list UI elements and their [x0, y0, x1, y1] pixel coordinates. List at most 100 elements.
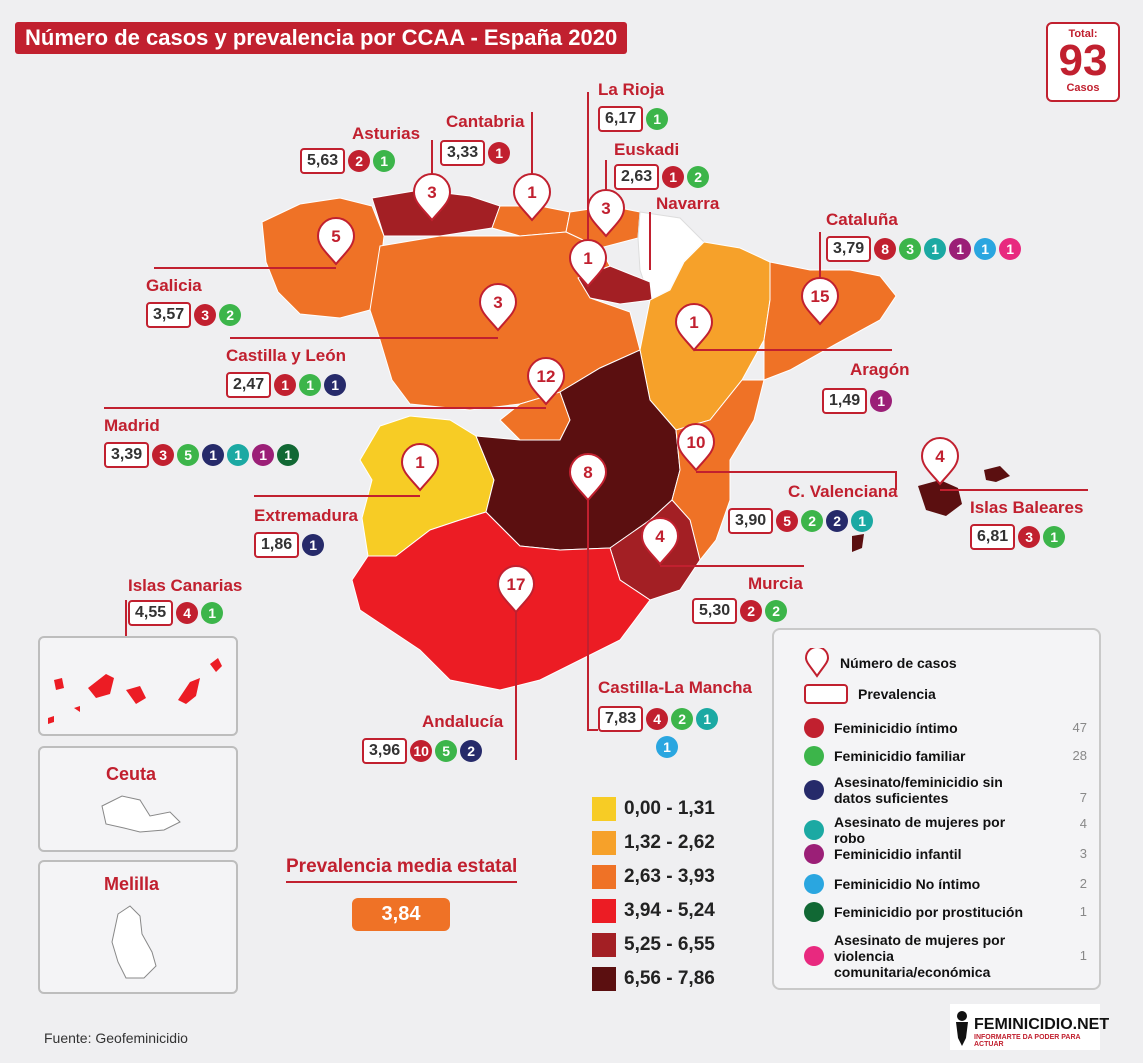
category-count-dot: 3 — [194, 304, 217, 326]
scale-row: 0,00 - 1,31 — [592, 792, 715, 826]
region-label-madrid: Madrid — [104, 416, 160, 435]
case-pin-islas-baleares[interactable]: 4 — [920, 437, 960, 486]
pin-case-count: 5 — [331, 227, 340, 246]
category-count-dot: 3 — [1018, 526, 1041, 548]
prevalence-box: 1,86 — [254, 532, 300, 558]
category-dot-icon — [804, 746, 824, 766]
prevalence-box: 3,79 — [826, 236, 872, 262]
feminicidio-logo: FEMINICIDIO.NET INFORMARTE DA PODER PARA… — [950, 1004, 1109, 1050]
case-pin-arag-n[interactable]: 1 — [674, 303, 714, 352]
prevalence-box: 3,90 — [728, 508, 774, 534]
case-pin-galicia[interactable]: 5 — [316, 217, 356, 266]
legend-category-label: Feminicidio por prostitución — [834, 904, 1023, 920]
category-dot-icon — [804, 780, 824, 800]
category-count-dot: 1 — [870, 390, 893, 412]
legend-category-count: 1 — [1079, 948, 1087, 963]
region-label-galicia: Galicia — [146, 276, 202, 295]
region-andalucia[interactable] — [351, 511, 651, 691]
category-count-dot: 4 — [176, 602, 199, 624]
category-count-dot: 1 — [696, 708, 719, 730]
case-pin-castilla-la-mancha[interactable]: 8 — [568, 453, 608, 502]
legend-prevalence: Prevalencia — [804, 684, 936, 704]
category-count-dot: 1 — [1043, 526, 1066, 548]
case-pin-la-rioja[interactable]: 1 — [568, 239, 608, 288]
category-count-dot: 1 — [299, 374, 322, 396]
legend-category: Feminicidio íntimo — [804, 718, 958, 738]
category-dot-icon — [804, 820, 824, 840]
category-count-dot: 1 — [949, 238, 972, 260]
region-stats-cantabria: 3,33 1 — [440, 140, 511, 166]
category-count-dot: 1 — [252, 444, 275, 466]
case-pin-madrid[interactable]: 12 — [526, 357, 566, 406]
case-pin-asturias[interactable]: 3 — [412, 173, 452, 222]
category-count-dot: 1 — [274, 374, 297, 396]
region-galicia[interactable] — [261, 197, 385, 319]
scale-range: 1,32 - 2,62 — [624, 832, 715, 853]
category-count-dot: 1 — [201, 602, 224, 624]
melilla-shape — [111, 905, 157, 979]
region-label-murcia: Murcia — [748, 574, 803, 593]
region-label-castilla-y-le-n: Castilla y León — [226, 346, 346, 365]
pin-icon — [496, 565, 536, 614]
prevalence-box-icon — [804, 684, 848, 704]
pin-icon — [676, 423, 716, 472]
case-pin-extremadura[interactable]: 1 — [400, 443, 440, 492]
case-pin-catalu-a[interactable]: 15 — [800, 277, 840, 326]
legend-category-count: 28 — [1072, 748, 1087, 763]
category-count-dot: 1 — [202, 444, 225, 466]
legend-category-label: Feminicidio No íntimo — [834, 876, 981, 892]
scale-range: 3,94 - 5,24 — [624, 900, 715, 921]
pin-icon — [640, 517, 680, 566]
scale-swatch — [592, 865, 616, 889]
prevalence-box: 7,83 — [598, 706, 644, 732]
legend-prevalence-label: Prevalencia — [858, 686, 936, 702]
legend-category: Asesinato/feminicidio sin datos suficien… — [804, 774, 1034, 806]
pin-case-count: 1 — [527, 183, 536, 202]
region-label-navarra: Navarra — [656, 194, 720, 213]
case-pin-euskadi[interactable]: 3 — [586, 189, 626, 238]
region-stats-murcia: 5,30 2 2 — [692, 598, 788, 624]
legend-category: Feminicidio familiar — [804, 746, 965, 766]
legend-category-count: 1 — [1079, 904, 1087, 919]
case-pin-cantabria[interactable]: 1 — [512, 173, 552, 222]
region-stats-madrid: 3,39 3 5 1 1 1 1 — [104, 442, 300, 468]
pin-icon — [512, 173, 552, 222]
total-cases-box: Total: 93 Casos — [1046, 22, 1120, 102]
category-count-dot: 2 — [219, 304, 242, 326]
region-label-euskadi: Euskadi — [614, 140, 680, 159]
pin-case-count: 1 — [689, 313, 698, 332]
prevalence-box: 1,49 — [822, 388, 868, 414]
prevalence-box: 3,39 — [104, 442, 150, 468]
region-label-islas-canarias: Islas Canarias — [128, 576, 243, 595]
legend-category-count: 4 — [1079, 816, 1087, 831]
pin-icon — [400, 443, 440, 492]
pin-case-count: 8 — [583, 463, 592, 482]
region-islas-baleares[interactable] — [852, 466, 1010, 552]
legend-category-label: Asesinato/feminicidio sin datos suficien… — [834, 774, 1003, 806]
category-count-dot: 1 — [324, 374, 347, 396]
case-pin-c-valenciana[interactable]: 10 — [676, 423, 716, 472]
case-pin-andaluc-a[interactable]: 17 — [496, 565, 536, 614]
legend-category: Feminicidio No íntimo — [804, 874, 980, 894]
category-count-dot: 2 — [765, 600, 788, 622]
region-stats-euskadi: 2,63 1 2 — [614, 164, 710, 190]
category-dot-icon — [804, 902, 824, 922]
region-stats-extremadura: 1,86 1 — [254, 532, 325, 558]
total-unit: Casos — [1066, 82, 1100, 94]
scale-row: 3,94 - 5,24 — [592, 894, 715, 928]
page-title: Número de casos y prevalencia por CCAA -… — [15, 22, 628, 54]
region-label-extremadura: Extremadura — [254, 506, 358, 525]
case-pin-murcia[interactable]: 4 — [640, 517, 680, 566]
scale-row: 1,32 - 2,62 — [592, 826, 715, 860]
category-count-dot: 2 — [460, 740, 483, 762]
category-count-dot: 1 — [646, 108, 669, 130]
pin-icon — [478, 283, 518, 332]
pin-case-count: 12 — [537, 367, 556, 386]
region-label-catalu-a: Cataluña — [826, 210, 898, 229]
category-count-dot: 1 — [851, 510, 874, 532]
average-label: Prevalencia media estatal — [286, 856, 518, 883]
legend-category-label: Asesinato de mujeres por robo — [834, 814, 1006, 846]
category-count-dot: 8 — [874, 238, 897, 260]
case-pin-castilla-y-le-n[interactable]: 3 — [478, 283, 518, 332]
region-stats-castilla-la-mancha: 7,83 4 2 1 — [598, 706, 719, 732]
